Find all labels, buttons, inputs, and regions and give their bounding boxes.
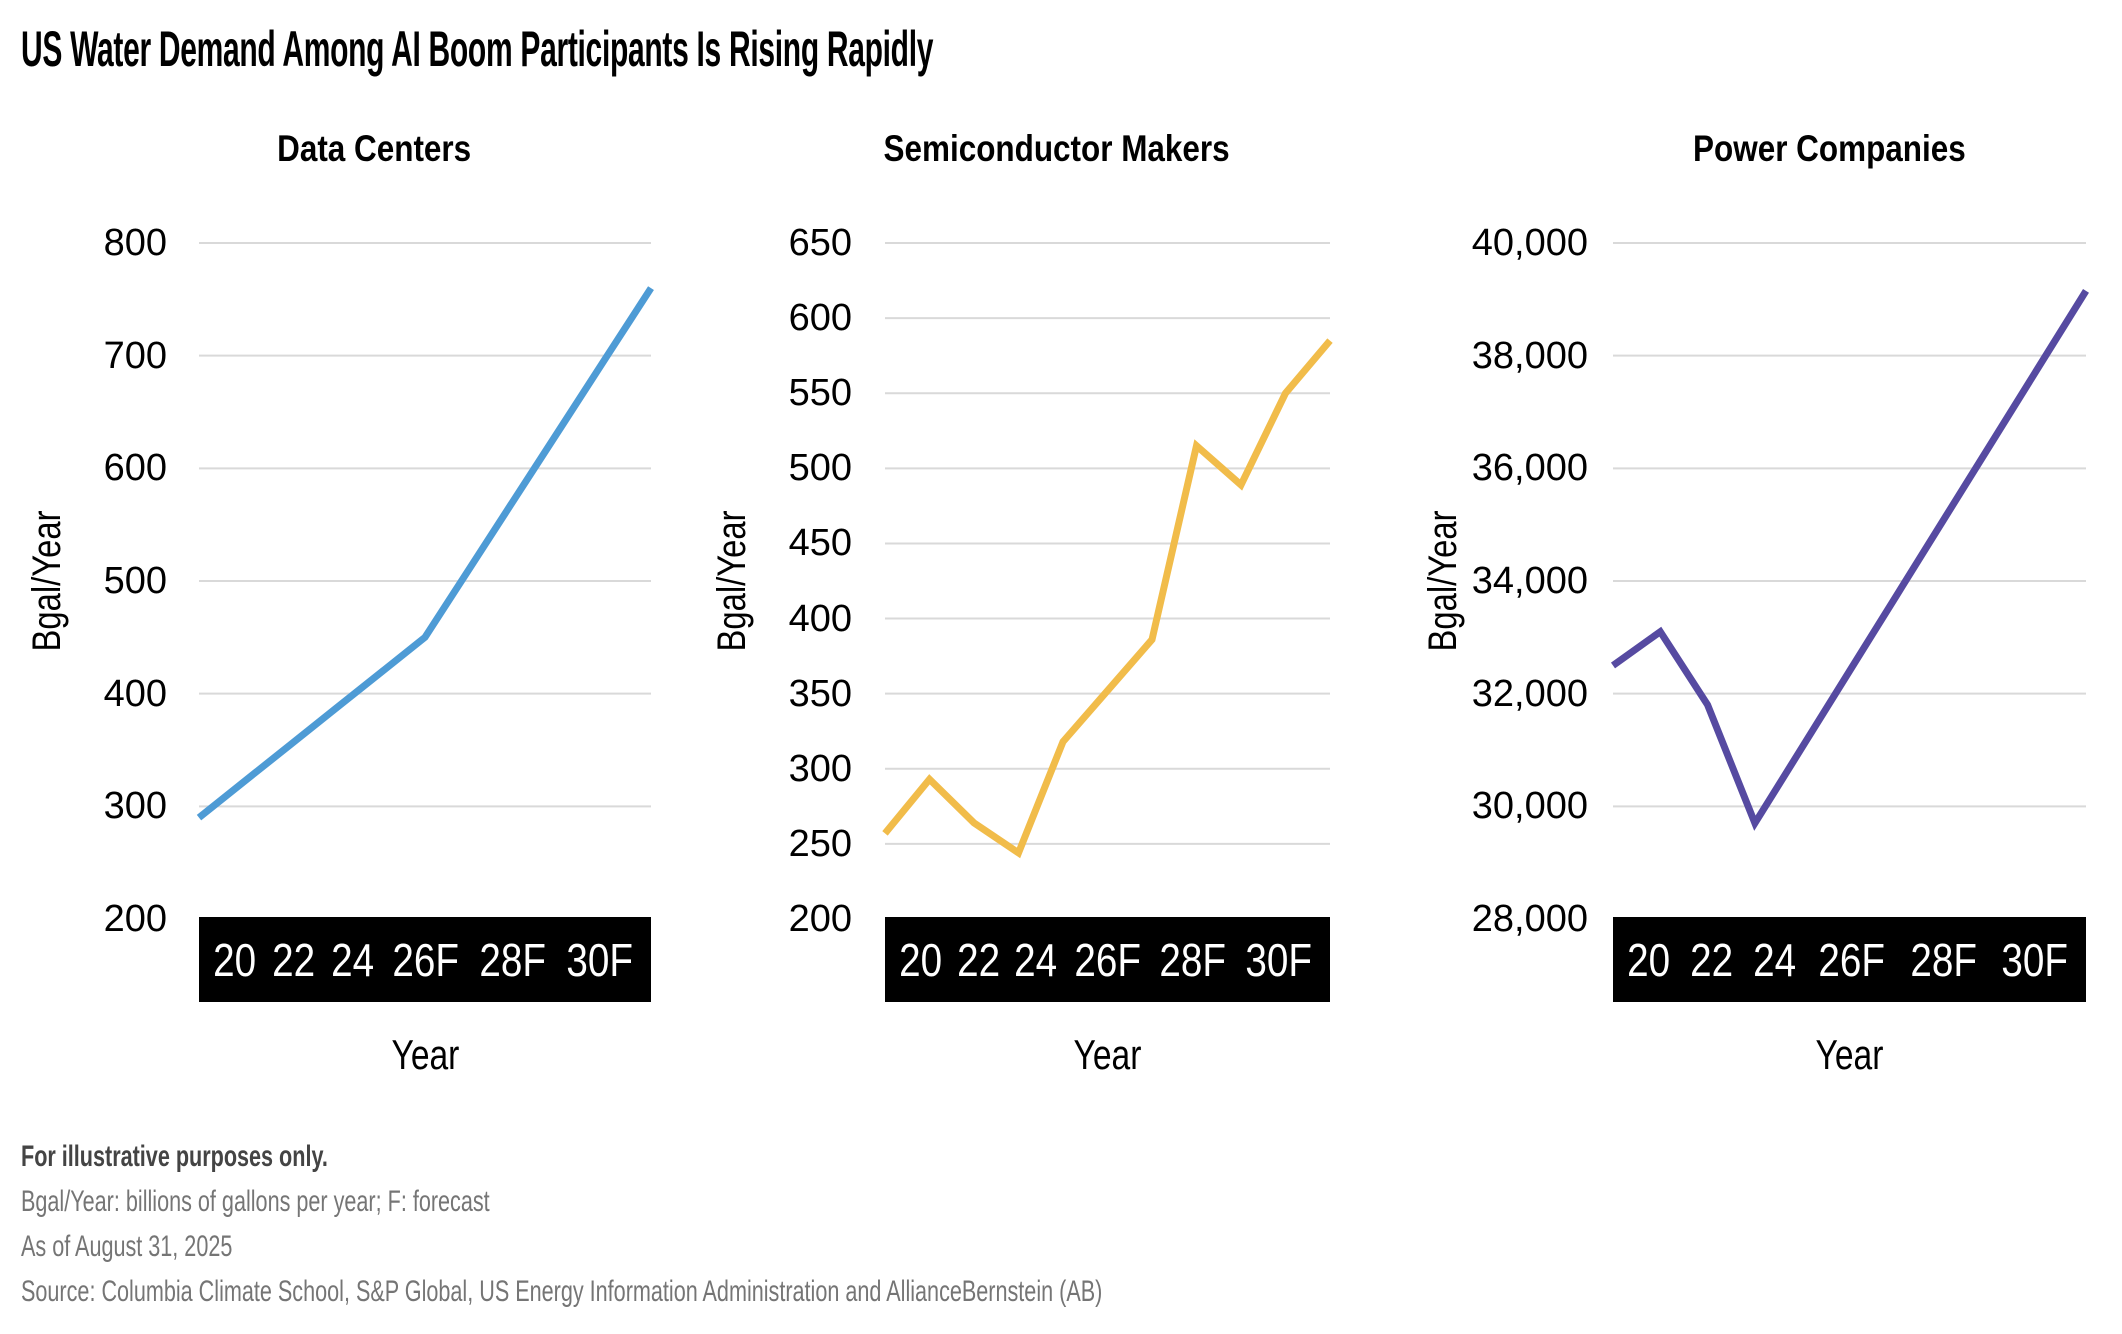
footnotes: For illustrative purposes only. Bgal/Yea… <box>21 1134 1523 1314</box>
figure-title: US Water Demand Among AI Boom Participan… <box>21 14 1541 84</box>
footnote-definitions: Bgal/Year: billions of gallons per year;… <box>21 1185 490 1218</box>
x-tick-label: 26F <box>1073 933 1141 986</box>
x-tick-label: 24 <box>1753 933 1797 986</box>
y-tick-label: 450 <box>788 522 852 565</box>
x-tick-label: 26F <box>1818 933 1886 986</box>
y-tick-label: 38,000 <box>1471 334 1588 377</box>
x-tick-label: 30F <box>2001 933 2068 986</box>
y-tick-label: 28,000 <box>1471 898 1588 940</box>
y-tick-label: 800 <box>103 222 167 264</box>
x-tick-label: 20 <box>213 933 257 986</box>
y-tick-label: 30,000 <box>1471 785 1588 828</box>
y-tick-label: 250 <box>788 822 852 865</box>
x-tick-label: 28F <box>479 933 546 986</box>
x-tick-label: 22 <box>272 933 315 986</box>
y-tick-label: 600 <box>103 447 167 490</box>
x-axis-caption-data-centers: Year <box>391 1031 459 1078</box>
y-tick-label: 300 <box>103 785 167 828</box>
x-tick-label: 22 <box>1690 933 1734 986</box>
y-tick-label: 550 <box>788 372 852 415</box>
figure-title-text: US Water Demand Among AI Boom Participan… <box>21 21 934 77</box>
x-axis-bar: 20 22 24 26F 28F 30F <box>885 917 1330 1002</box>
x-axis-caption-power-companies: Year <box>1815 1031 1883 1078</box>
x-tick-label: 20 <box>1627 933 1671 986</box>
x-tick-label: 26F <box>392 933 459 986</box>
series-line-semiconductor-makers <box>882 338 1333 859</box>
y-tick-label: 32,000 <box>1471 672 1588 715</box>
x-tick-label: 22 <box>956 933 1000 986</box>
plot-area-2 <box>1610 242 2089 920</box>
x-tick-label: 24 <box>330 933 374 986</box>
y-tick-label: 40,000 <box>1471 222 1588 264</box>
panel-title-semiconductor-makers: Semiconductor Makers <box>883 128 1231 169</box>
x-tick-label: 24 <box>1014 933 1058 986</box>
plot-area-1 <box>882 242 1333 920</box>
panel-title-power-companies: Power Companies <box>1692 128 1966 169</box>
y-tick-label: 34,000 <box>1471 560 1588 602</box>
y-tick-label: 650 <box>788 222 852 264</box>
x-tick-label: 30F <box>1245 933 1312 986</box>
panel-title-data-centers: Data Centers <box>276 128 472 169</box>
x-axis-bar: 20 22 24 26F 28F 30F <box>199 917 651 1002</box>
x-tick-label: 30F <box>566 933 633 986</box>
footnote-as-of-date: As of August 31, 2025 <box>21 1230 233 1263</box>
y-tick-label: 600 <box>788 297 852 340</box>
y-tick-label: 500 <box>788 447 852 490</box>
series-line-data-centers <box>196 286 654 821</box>
y-tick-label: 400 <box>788 597 852 640</box>
x-tick-label: 20 <box>899 933 943 986</box>
series-line-power-companies <box>1610 289 2089 831</box>
x-tick-label: 28F <box>1909 933 1977 986</box>
y-tick-label: 200 <box>788 898 852 940</box>
x-axis-bar: 20 22 24 26F 28F 30F <box>1613 917 2086 1002</box>
x-axis-caption-semiconductor-makers: Year <box>1073 1031 1141 1078</box>
y-tick-label: 500 <box>103 560 167 602</box>
footnote-illustrative: For illustrative purposes only. <box>21 1140 328 1173</box>
y-tick-label: 700 <box>103 334 167 377</box>
y-tick-label: 300 <box>788 747 852 790</box>
y-tick-label: 36,000 <box>1471 447 1588 490</box>
y-tick-label: 200 <box>103 898 167 940</box>
y-tick-label: 350 <box>788 672 852 715</box>
x-tick-label: 28F <box>1159 933 1227 986</box>
footnote-source: Source: Columbia Climate School, S&P Glo… <box>21 1275 1103 1308</box>
y-axis-label-semiconductor-makers: Bgal/Year <box>710 510 754 652</box>
y-tick-label: 400 <box>103 672 167 715</box>
